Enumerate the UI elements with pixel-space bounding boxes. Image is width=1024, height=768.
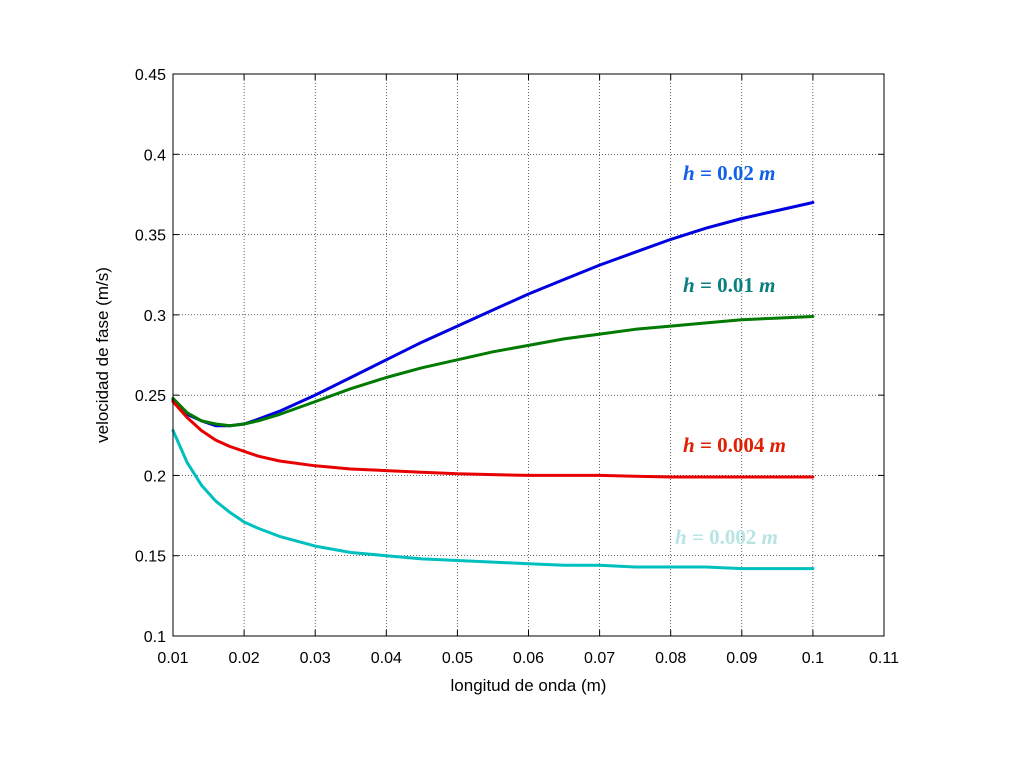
x-tick-label: 0.04 <box>371 650 402 667</box>
series-label-value: 0.004 <box>712 433 770 457</box>
series-label-value: 0.002 <box>704 525 762 549</box>
series-line-h-0.01 <box>171 315 815 428</box>
series-label-h-0.004: h = 0.004 m <box>683 433 786 457</box>
series-line-h-0.002 <box>171 429 815 571</box>
series-annotations: h = 0.02 mh = 0.01 mh = 0.004 mh = 0.002… <box>675 161 786 549</box>
series-lines <box>171 201 815 571</box>
y-tick-label: 0.4 <box>144 147 166 164</box>
series-label-unit: m <box>759 161 775 185</box>
series-label-value: 0.02 <box>712 161 759 185</box>
axis-ticks: 0.01 0.02 0.03 0.04 0.05 0.06 0.07 0.08 0.09 0.1 0… <box>135 67 899 667</box>
y-axis-label: velocidad de fase (m/s) <box>93 267 112 443</box>
x-tick-label: 0.05 <box>442 650 473 667</box>
series-label-prefix: h = <box>683 433 712 457</box>
x-axis-label: longitud de onda (m) <box>451 676 607 695</box>
x-tick-label: 0.01 <box>157 650 188 667</box>
y-tick-label: 0.2 <box>144 468 166 485</box>
x-tick-label: 0.07 <box>584 650 615 667</box>
series-label-prefix: h = <box>683 273 712 297</box>
y-tick-label: 0.1 <box>144 629 166 646</box>
series-label-h-0.01: h = 0.01 m <box>683 273 776 297</box>
series-label-unit: m <box>770 433 786 457</box>
x-tick-label: 0.03 <box>300 650 331 667</box>
x-tick-label: 0.08 <box>655 650 686 667</box>
series-label-value: 0.01 <box>712 273 759 297</box>
x-tick-label: 0.1 <box>802 650 824 667</box>
series-label-h-0.002: h = 0.002 m <box>675 525 778 549</box>
y-tick-label: 0.45 <box>135 67 166 84</box>
series-label-prefix: h = <box>675 525 704 549</box>
series-label-prefix: h = <box>683 161 712 185</box>
series-label-unit: m <box>759 273 775 297</box>
x-tick-label: 0.06 <box>513 650 544 667</box>
series-line-h-0.004 <box>171 400 815 479</box>
y-tick-label: 0.35 <box>135 228 166 245</box>
x-tick-label: 0.09 <box>726 650 757 667</box>
y-tick-label: 0.25 <box>135 388 166 405</box>
y-tick-label: 0.15 <box>135 549 166 566</box>
series-label-unit: m <box>762 525 778 549</box>
x-tick-label: 0.02 <box>229 650 260 667</box>
series-label-h-0.02: h = 0.02 m <box>683 161 776 185</box>
x-tick-label: 0.11 <box>869 650 899 667</box>
y-tick-label: 0.3 <box>144 308 166 325</box>
